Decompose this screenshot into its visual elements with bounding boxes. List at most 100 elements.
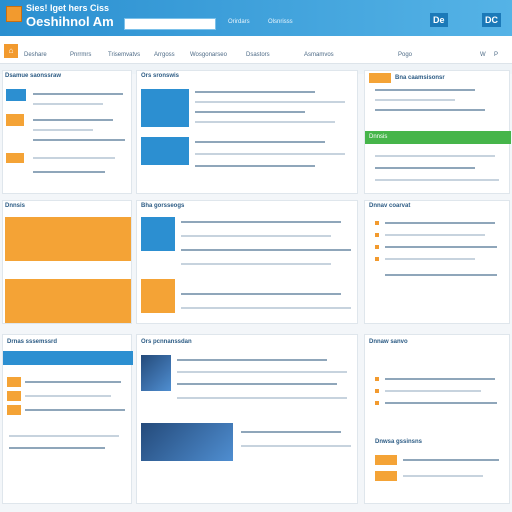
panel-3-row — [375, 109, 485, 111]
bullet-icon — [375, 401, 379, 405]
panel-9-title: Dnnaw sanvo — [369, 339, 408, 345]
app-title: Oeshihnol Am — [26, 14, 114, 29]
header-link-2[interactable]: Olsnrisss — [268, 19, 293, 25]
nav-right-1[interactable]: W — [480, 52, 486, 58]
panel-3-header: Dnnsis — [365, 131, 511, 144]
panel-1-row — [33, 171, 105, 173]
panel-9-row — [385, 402, 497, 404]
panel-2: Ors sronswis — [136, 70, 358, 194]
panel-10-title: Dnwsa gssinsns — [375, 439, 423, 445]
nav-item-2[interactable]: Pnrrmrs — [70, 52, 92, 58]
app-header: Sies! Iget hers Ciss Oeshihnol Am Orirda… — [0, 0, 512, 36]
list-icon — [7, 391, 21, 401]
panel-5-row — [181, 221, 341, 223]
panel-2-row — [195, 141, 325, 143]
panel-5-title: Bha gorsseogs — [141, 203, 185, 209]
panel-7: Drnas sssemssrd — [2, 334, 133, 504]
panel-2-row — [195, 101, 345, 103]
panel-8-row — [241, 445, 351, 447]
list-icon — [7, 405, 21, 415]
panel-1-row — [33, 139, 125, 141]
panel-5-row — [181, 235, 331, 237]
bullet-icon — [375, 377, 379, 381]
panel-7-row — [25, 409, 125, 411]
panel-6-row — [385, 222, 495, 224]
panel-7-row — [9, 435, 119, 437]
panel-7-row — [9, 447, 105, 449]
panel-6: Dnnav coarvat — [364, 200, 510, 324]
panel-8-image — [141, 355, 171, 391]
panel-2-row — [195, 165, 315, 167]
nav-item-6[interactable]: Dsastors — [246, 52, 270, 58]
panel-1-row — [33, 93, 123, 95]
nav-item-8[interactable]: Pogo — [398, 52, 413, 58]
panel-5-image — [141, 217, 175, 251]
panel-3-row — [375, 155, 495, 157]
panel-2-image — [141, 89, 189, 127]
header-tagline: Sies! Iget hers Ciss — [26, 3, 110, 13]
panel-4-title: Dnnsis — [5, 203, 26, 209]
panel-6-row — [385, 234, 485, 236]
panel-7-header — [3, 351, 133, 365]
nav-item-1[interactable]: Deshare — [24, 52, 47, 58]
home-icon[interactable]: ⌂ — [4, 44, 18, 58]
list-icon — [375, 455, 397, 465]
panel-10-row — [403, 475, 483, 477]
nav-item-5[interactable]: Wosgonarseo — [190, 52, 227, 58]
panel-8-row — [177, 397, 347, 399]
panel-8-row — [241, 431, 341, 433]
panel-1-image — [6, 89, 26, 101]
panel-9: Dnnaw sanvo Dnwsa gssinsns — [364, 334, 510, 504]
nav-item-4[interactable]: Arrgoss — [154, 52, 175, 58]
panel-8-row — [177, 359, 327, 361]
panel-2-row — [195, 91, 315, 93]
panel-1-row — [33, 119, 113, 121]
panel-3-badge — [369, 73, 391, 83]
panel-6-row — [385, 274, 497, 276]
panel-4: Dnnsis — [2, 200, 132, 324]
bullet-icon — [375, 389, 379, 393]
panel-1-thumb — [6, 114, 24, 126]
panel-2-image-2 — [141, 137, 189, 165]
header-link-1[interactable]: Orirdars — [228, 19, 250, 25]
panel-3-row — [375, 99, 455, 101]
main-nav: ⌂ Deshare Pnrrmrs Trisemvatvs Arrgoss Wo… — [0, 36, 512, 64]
panel-8-title: Ors pcnnanssdan — [141, 339, 192, 345]
panel-3-row — [375, 89, 475, 91]
bullet-icon — [375, 257, 379, 261]
panel-3-title: Bna caamsisonsr — [395, 75, 445, 81]
panel-10-row — [403, 459, 499, 461]
panel-5-row — [181, 263, 331, 265]
panel-3-row — [375, 167, 475, 169]
panel-6-title: Dnnav coarvat — [369, 203, 411, 209]
panel-7-row — [25, 395, 111, 397]
panel-3: Bna caamsisonsr Dnnsis — [364, 70, 511, 194]
panel-5-row — [181, 249, 351, 251]
panel-4-banner-2 — [5, 279, 131, 323]
panel-5: Bha gorsseogs — [136, 200, 358, 324]
panel-8-row — [177, 383, 337, 385]
panel-2-row — [195, 121, 335, 123]
nav-item-3[interactable]: Trisemvatvs — [108, 52, 141, 58]
header-button-de[interactable]: De — [430, 13, 448, 27]
panel-7-row — [25, 381, 121, 383]
panel-6-row — [385, 246, 497, 248]
list-icon — [375, 471, 397, 481]
nav-right-2[interactable]: P — [494, 52, 499, 58]
panel-4-banner — [5, 217, 131, 261]
panel-8-image-2 — [141, 423, 233, 461]
panel-5-row — [181, 307, 351, 309]
panel-9-row — [385, 390, 481, 392]
search-input[interactable] — [124, 18, 216, 30]
panel-8-row — [177, 371, 347, 373]
panel-8: Ors pcnnanssdan — [136, 334, 358, 504]
panel-1-row — [33, 103, 103, 105]
panel-1-row — [33, 157, 115, 159]
header-button-dc[interactable]: DC — [482, 13, 501, 27]
panel-2-row — [195, 153, 345, 155]
panel-1-title: Dsamue saonssraw — [5, 73, 62, 79]
panel-6-row — [385, 258, 475, 260]
panel-7-title: Drnas sssemssrd — [7, 339, 58, 345]
nav-item-7[interactable]: Asmamvos — [304, 52, 334, 58]
logo-icon — [6, 6, 22, 22]
